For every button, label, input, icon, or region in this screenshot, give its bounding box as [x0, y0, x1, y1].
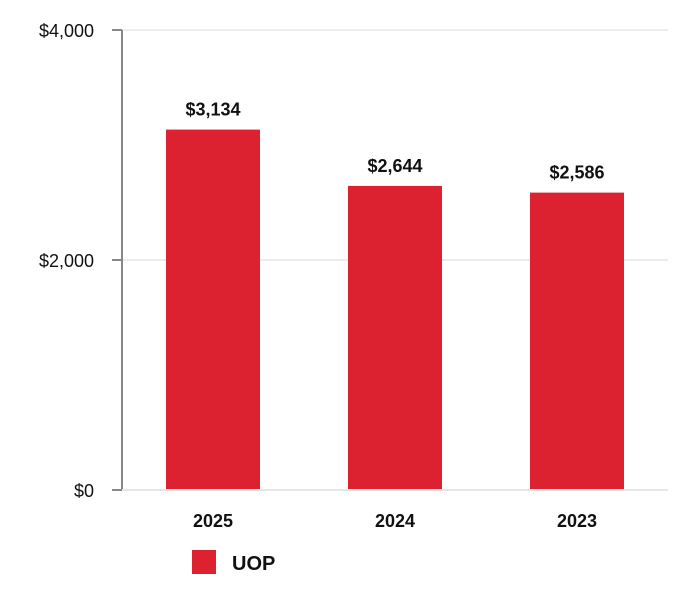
y-axis-ticks: $0 $2,000 $4,000 — [39, 21, 122, 501]
y-tick-label-0: $0 — [74, 481, 94, 501]
legend-label-uop: UOP — [232, 553, 275, 575]
y-tick-label-2: $4,000 — [39, 21, 94, 41]
data-label-2024: $2,644 — [367, 156, 422, 176]
x-label-2025: 2025 — [193, 511, 233, 531]
bars — [166, 129, 624, 491]
legend: UOP — [192, 550, 275, 575]
data-labels: $3,134 $2,644 $2,586 — [185, 100, 604, 183]
bar-2024 — [348, 185, 442, 490]
legend-swatch-uop — [192, 550, 216, 574]
x-axis-labels: 2025 2024 2023 — [193, 511, 597, 531]
bar-2025 — [166, 129, 260, 490]
data-label-2025: $3,134 — [185, 100, 240, 120]
x-label-2024: 2024 — [375, 511, 415, 531]
data-label-2023: $2,586 — [549, 163, 604, 183]
y-tick-label-1: $2,000 — [39, 251, 94, 271]
bar-2023 — [530, 192, 624, 491]
x-label-2023: 2023 — [557, 511, 597, 531]
